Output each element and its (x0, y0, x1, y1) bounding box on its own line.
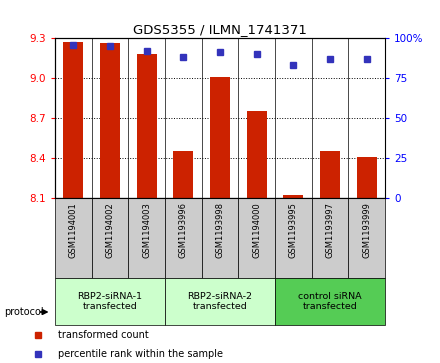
Text: protocol: protocol (4, 307, 44, 317)
Bar (165, 278, 275, 325)
Bar (320, 151, 340, 198)
Bar (202, 198, 238, 278)
Bar (275, 278, 385, 325)
Text: RBP2-siRNA-2
transfected: RBP2-siRNA-2 transfected (187, 291, 253, 311)
Text: GSM1194003: GSM1194003 (142, 202, 151, 258)
Bar (210, 77, 230, 198)
Text: GSM1193997: GSM1193997 (326, 202, 334, 258)
Bar (165, 198, 202, 278)
Text: GSM1194002: GSM1194002 (106, 202, 114, 258)
Bar (136, 54, 157, 198)
Bar (238, 198, 275, 278)
Text: control siRNA
transfected: control siRNA transfected (298, 291, 362, 311)
Text: GSM1194000: GSM1194000 (252, 202, 261, 258)
Title: GDS5355 / ILMN_1741371: GDS5355 / ILMN_1741371 (133, 23, 307, 36)
Bar (63, 42, 84, 198)
Bar (312, 198, 348, 278)
Bar (348, 198, 385, 278)
Bar (283, 195, 304, 198)
Text: GSM1193996: GSM1193996 (179, 202, 188, 258)
Text: transformed count: transformed count (58, 330, 148, 340)
Bar (173, 151, 194, 198)
Bar (275, 198, 312, 278)
Bar (356, 156, 377, 198)
Text: GSM1193995: GSM1193995 (289, 202, 298, 258)
Bar (100, 44, 120, 198)
Bar (128, 198, 165, 278)
Text: GSM1194001: GSM1194001 (69, 202, 78, 258)
Text: RBP2-siRNA-1
transfected: RBP2-siRNA-1 transfected (77, 291, 143, 311)
Bar (55, 278, 165, 325)
Text: percentile rank within the sample: percentile rank within the sample (58, 349, 223, 359)
Bar (55, 198, 92, 278)
Text: GSM1193999: GSM1193999 (362, 202, 371, 258)
Bar (246, 111, 267, 198)
Bar (92, 198, 128, 278)
Text: GSM1193998: GSM1193998 (216, 202, 224, 258)
